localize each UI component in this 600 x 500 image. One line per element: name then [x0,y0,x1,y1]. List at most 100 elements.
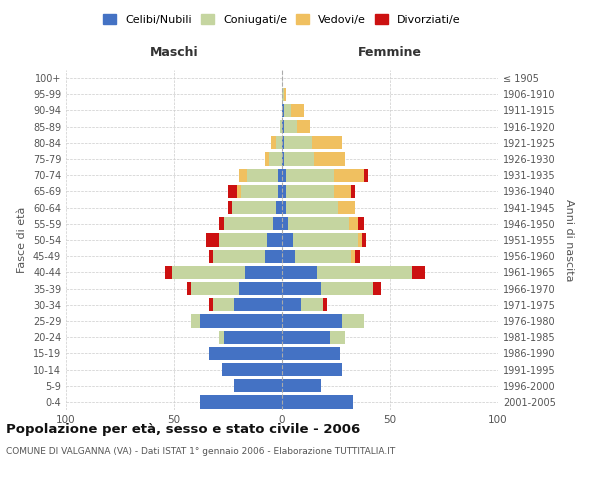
Bar [282,217,358,230]
Bar [235,298,282,312]
Bar [282,136,343,149]
Bar [282,266,412,279]
Bar [228,185,282,198]
Bar [235,379,282,392]
Bar [282,298,328,312]
Bar [282,266,425,279]
Bar [235,379,282,392]
Bar [282,201,355,214]
Bar [274,217,282,230]
Bar [191,282,282,295]
Bar [200,396,282,408]
Bar [282,152,344,166]
Bar [191,314,282,328]
Bar [209,346,282,360]
Bar [200,396,282,408]
Bar [282,152,284,166]
Bar [282,104,304,117]
Bar [247,168,282,182]
Bar [282,234,366,246]
Bar [265,250,282,263]
Bar [282,266,412,279]
Bar [275,201,282,214]
Bar [236,185,282,198]
Bar [282,379,321,392]
Bar [282,136,343,149]
Bar [282,379,321,392]
Bar [282,168,368,182]
Bar [282,234,362,246]
Bar [282,88,286,101]
Bar [224,330,282,344]
Bar [282,185,334,198]
Bar [280,120,282,134]
Bar [282,234,293,246]
Bar [282,379,321,392]
Bar [282,363,343,376]
Bar [282,314,364,328]
Bar [282,88,284,101]
Bar [265,152,282,166]
Bar [278,185,282,198]
Bar [282,346,340,360]
Bar [282,298,301,312]
Bar [269,152,282,166]
Bar [282,152,314,166]
Bar [282,88,286,101]
Bar [282,201,286,214]
Bar [213,250,282,263]
Bar [282,104,284,117]
Bar [282,120,310,134]
Y-axis label: Anni di nascita: Anni di nascita [564,198,574,281]
Bar [224,217,282,230]
Bar [166,266,282,279]
Bar [235,379,282,392]
Bar [282,201,338,214]
Bar [232,201,282,214]
Bar [282,314,364,328]
Bar [282,346,340,360]
Bar [282,168,286,182]
Bar [282,120,297,134]
Bar [282,250,360,263]
Bar [282,250,351,263]
Bar [209,346,282,360]
Bar [282,201,355,214]
Bar [282,282,373,295]
Bar [282,330,344,344]
Bar [282,185,286,198]
Bar [282,363,343,376]
Bar [200,314,282,328]
Bar [282,185,355,198]
Text: Femmine: Femmine [358,46,422,59]
Bar [282,330,329,344]
Bar [280,120,282,134]
Bar [282,250,355,263]
Bar [172,266,282,279]
Bar [220,330,282,344]
Bar [239,168,282,182]
Bar [271,136,282,149]
Bar [221,363,282,376]
Bar [221,363,282,376]
Bar [239,168,282,182]
Bar [282,282,321,295]
Bar [282,120,284,134]
Bar [220,234,282,246]
Bar [282,298,323,312]
Bar [220,330,282,344]
Bar [282,314,364,328]
Bar [282,282,373,295]
Bar [265,152,282,166]
Bar [282,120,310,134]
Bar [282,363,343,376]
Bar [282,282,382,295]
Text: COMUNE DI VALGANNA (VA) - Dati ISTAT 1° gennaio 2006 - Elaborazione TUTTITALIA.I: COMUNE DI VALGANNA (VA) - Dati ISTAT 1° … [6,448,395,456]
Bar [241,185,282,198]
Bar [282,250,295,263]
Bar [282,185,351,198]
Bar [200,396,282,408]
Bar [213,298,282,312]
Bar [191,314,282,328]
Bar [172,266,282,279]
